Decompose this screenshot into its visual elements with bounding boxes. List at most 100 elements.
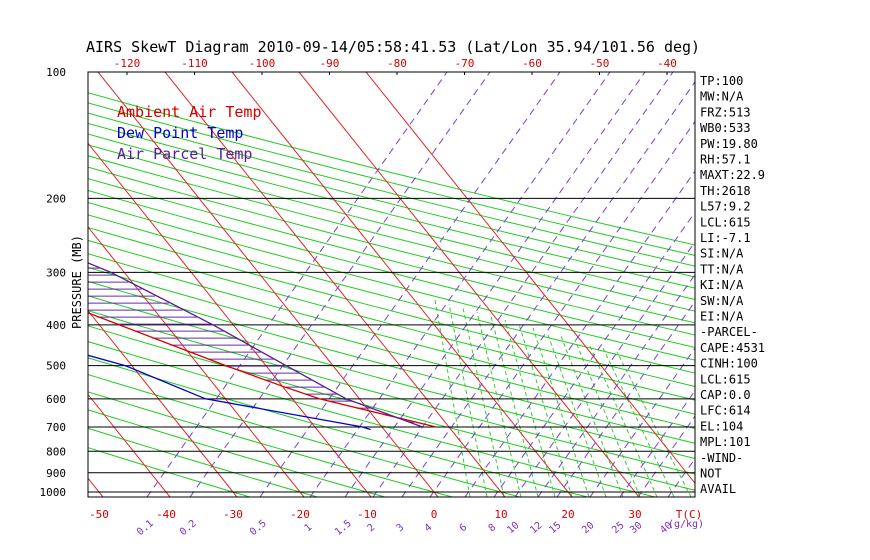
legend-entry: Ambient Air Temp <box>117 103 262 121</box>
moist-adiabat-line <box>476 311 522 497</box>
mixing-ratio-line <box>401 81 695 497</box>
index-entry: LI:-7.1 <box>700 231 751 245</box>
mixing-ratio-label: 1.5 <box>333 518 354 538</box>
index-entry: NOT <box>700 467 722 481</box>
index-entry: SW:N/A <box>700 294 744 308</box>
dry-adiabat-line <box>88 427 320 497</box>
dry-adiabat-line <box>88 166 695 324</box>
dry-adiabat-line <box>88 239 695 401</box>
mixing-ratio-line <box>667 457 695 497</box>
index-entry: FRZ:513 <box>700 105 751 119</box>
bottom-temp-tick-label: -30 <box>223 508 243 521</box>
mixing-ratio-line <box>619 389 695 497</box>
plot-frame <box>87 71 696 498</box>
index-entry: MPL:101 <box>700 435 751 449</box>
pressure-tick-label: 200 <box>46 192 66 205</box>
pressure-tick-label: 700 <box>46 421 66 434</box>
moist-adiabat-line <box>518 323 573 497</box>
index-entry: CINH:100 <box>700 357 758 371</box>
mixing-ratio-label: 30 <box>628 520 644 536</box>
legend: Ambient Air Temp Dew Point Temp Air Parcel… <box>117 103 262 163</box>
mixing-ratio-line <box>589 347 695 497</box>
isotherm-line <box>88 309 238 497</box>
mixing-ratio-label: 15 <box>547 520 563 536</box>
legend-entry: Air Parcel Temp <box>117 145 252 163</box>
mixing-ratio-label: 8 <box>487 522 499 534</box>
mixing-ratio-label: 0.1 <box>135 518 156 538</box>
index-entry: KI:N/A <box>700 278 744 292</box>
bottom-temp-tick-label: -50 <box>89 508 109 521</box>
moist-adiabat-line <box>602 347 675 497</box>
pressure-tick-label: 800 <box>46 445 66 458</box>
moist-adiabat-line <box>462 307 505 497</box>
pressure-tick-label: 300 <box>46 266 66 279</box>
mixing-ratio-label: 12 <box>528 520 544 536</box>
dry-adiabat-line <box>88 155 695 312</box>
dry-adiabat-line <box>88 310 695 475</box>
mixing-ratio-label: 25 <box>610 520 626 536</box>
dry-adiabat-line <box>88 341 658 497</box>
isotherm-line <box>0 53 39 501</box>
mixing-ratio-label: 3 <box>395 522 407 534</box>
mixing-ratio-line <box>309 72 611 497</box>
series-line-dew-point-temp <box>88 354 371 431</box>
dry-adiabat-line <box>88 253 695 415</box>
mixing-ratio-line <box>344 72 646 497</box>
top-temp-tick-label: -70 <box>455 57 475 70</box>
mixing-ratio-line <box>493 211 695 497</box>
top-temp-tick-label: -60 <box>522 57 542 70</box>
dry-adiabat-line <box>88 357 590 497</box>
dry-adiabat-line <box>88 178 695 336</box>
pressure-tick-label: 1000 <box>40 486 67 499</box>
index-entry: RH:57.1 <box>700 153 751 167</box>
mixing-ratio-line <box>429 120 695 497</box>
moist-adiabat-line <box>448 303 488 497</box>
moist-adiabat-line <box>574 339 641 497</box>
dry-adiabat-line <box>88 102 695 256</box>
bottom-temp-tick-label: 30 <box>628 508 641 521</box>
mixing-ratio-line <box>372 72 674 497</box>
bottom-temp-tick-label: -20 <box>290 508 310 521</box>
mixing-ratio-line <box>514 241 695 497</box>
mixing-ratio-label: 0.2 <box>178 518 199 538</box>
moist-adiabat-line <box>504 319 556 497</box>
series-layer <box>88 262 436 431</box>
mixing-ratio-line <box>537 273 695 497</box>
series-line-ambient-air-temp <box>88 312 436 428</box>
pressure-tick-label: 100 <box>46 66 66 79</box>
top-temp-tick-label: -90 <box>320 57 340 70</box>
top-temp-tick-label: -40 <box>657 57 677 70</box>
pressure-tick-label: 900 <box>46 467 66 480</box>
moist-adiabat-line <box>546 331 607 497</box>
mixing-ratio-label: 20 <box>580 520 596 536</box>
top-temp-tick-label: -100 <box>249 57 276 70</box>
chart-title: AIRS SkewT Diagram 2010-09-14/05:58:41.5… <box>86 38 700 56</box>
mixing-ratio-unit: (g/kg) <box>668 519 704 530</box>
series-line-air-parcel-temp <box>88 262 423 428</box>
mixing-ratio-line <box>637 415 695 497</box>
index-entry: AVAIL <box>700 482 736 496</box>
dry-adiabat-line <box>88 133 695 289</box>
index-entry: WB0:533 <box>700 121 751 135</box>
mixing-ratio-label: 0.5 <box>248 518 269 538</box>
dry-adiabat-line <box>88 409 387 497</box>
index-entry: LFC:614 <box>700 404 751 418</box>
isotherm-line <box>164 72 506 497</box>
isotherm-line <box>88 142 372 497</box>
bottom-temp-tick-label: 20 <box>561 508 574 521</box>
dry-adiabat-line <box>88 226 695 387</box>
mixing-ratio-label: 10 <box>505 520 521 536</box>
moist-adiabat-line <box>560 335 624 497</box>
isotherm-line <box>365 72 695 485</box>
isotherm-line <box>88 393 171 497</box>
top-temp-tick-label: -80 <box>387 57 407 70</box>
dry-adiabat-line <box>88 280 695 444</box>
dry-adiabat-line <box>88 295 695 460</box>
mixing-ratio-line <box>464 170 695 497</box>
pressure-tick-label: 400 <box>46 319 66 332</box>
index-entry: EL:104 <box>700 419 743 433</box>
isotherm-line <box>298 72 640 497</box>
dry-adiabat-line <box>88 266 695 429</box>
dry-adiabat-line <box>88 189 695 348</box>
dry-adiabat-line <box>88 214 695 374</box>
